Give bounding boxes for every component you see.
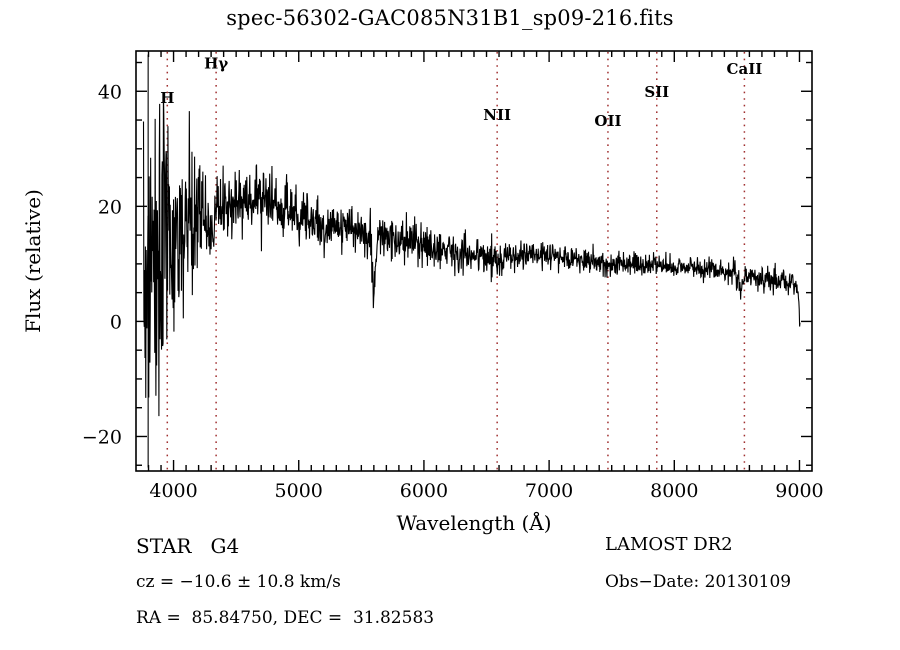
spectrum-chart: 4000 5000 6000 7000 8000 9000 −20 0 20 40 H Hγ NII… — [21, 50, 824, 535]
x-tick-label: 5000 — [275, 480, 323, 502]
obs-date-label: Obs−Date: 20130109 — [605, 572, 792, 592]
line-label-h: Hγ — [204, 54, 228, 72]
x-axis-tick-labels: 4000 5000 6000 7000 8000 9000 — [149, 480, 823, 502]
x-tick-label: 6000 — [400, 480, 448, 502]
x-tick-label: 7000 — [525, 480, 573, 502]
y-tick-label: 0 — [110, 311, 122, 333]
line-label-sii: SII — [644, 83, 669, 101]
line-label-h: H — [160, 89, 174, 107]
y-axis-title: Flux (relative) — [21, 189, 45, 333]
page-title: spec-56302-GAC085N31B1_sp09-216.fits — [226, 6, 674, 30]
x-axis-title: Wavelength (Å) — [396, 510, 551, 535]
survey-label: LAMOST DR2 — [605, 534, 733, 555]
footer-row-2: cz = −10.6 ± 10.8 km/s Obs−Date: 2013010… — [0, 572, 900, 602]
spectrum-line — [142, 93, 801, 417]
plot-frame — [135, 50, 813, 472]
spectral-line-markers — [166, 52, 746, 470]
chart-canvas: 4000 5000 6000 7000 8000 9000 −20 0 20 40 H Hγ NII… — [21, 50, 824, 535]
spectral-line-labels: H Hγ NII OII SII CaII — [160, 54, 762, 130]
x-axis-ticks — [147, 51, 801, 471]
line-label-caii: CaII — [727, 60, 763, 78]
footer-row-3: RA = 85.84750, DEC = 31.82583 — [0, 608, 900, 638]
y-tick-label: 20 — [98, 196, 122, 218]
y-axis-tick-labels: −20 0 20 40 — [82, 81, 122, 448]
y-tick-label: 40 — [98, 81, 122, 103]
spectrum-trace — [142, 54, 801, 468]
coordinates-label: RA = 85.84750, DEC = 31.82583 — [136, 608, 435, 628]
line-label-nii: NII — [483, 106, 511, 124]
metadata-footer: STAR G4 LAMOST DR2 cz = −10.6 ± 10.8 km/… — [0, 528, 900, 648]
redshift-label: cz = −10.6 ± 10.8 km/s — [136, 572, 341, 592]
line-label-oii: OII — [594, 112, 621, 130]
x-tick-label: 8000 — [650, 480, 698, 502]
y-axis-ticks — [136, 61, 812, 466]
y-tick-label: −20 — [82, 426, 122, 448]
object-class-label: STAR G4 — [136, 534, 240, 558]
x-tick-label: 4000 — [149, 480, 197, 502]
x-tick-label: 9000 — [775, 480, 823, 502]
footer-row-1: STAR G4 LAMOST DR2 — [0, 534, 900, 564]
